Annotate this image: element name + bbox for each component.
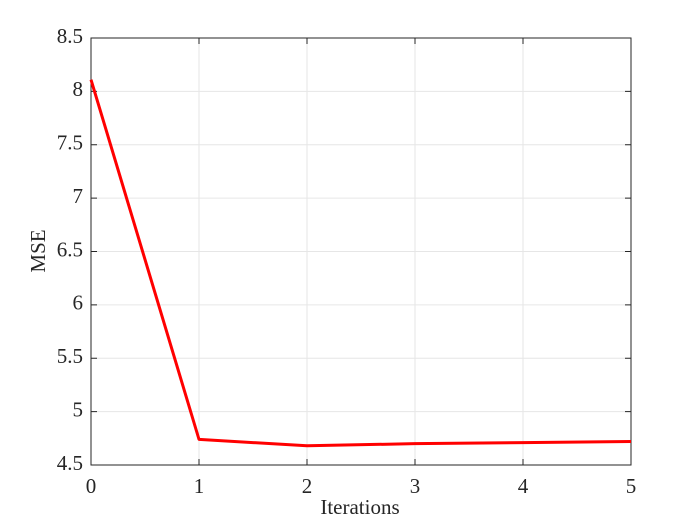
x-axis-label: Iterations: [320, 495, 399, 519]
y-tick-label: 5: [73, 397, 84, 421]
x-tick-label: 2: [302, 474, 313, 498]
y-tick-label: 6: [73, 291, 84, 315]
y-tick-label: 7: [73, 184, 84, 208]
x-tick-label: 1: [194, 474, 205, 498]
y-tick-label: 8.5: [57, 24, 83, 48]
y-axis-label: MSE: [26, 229, 50, 272]
y-tick-label: 8: [73, 77, 84, 101]
x-tick-label: 4: [518, 474, 529, 498]
x-tick-label: 3: [410, 474, 421, 498]
axes-box: [90, 37, 632, 466]
y-tick-label: 5.5: [57, 344, 83, 368]
y-tick-label: 4.5: [57, 451, 83, 475]
data-line: [89, 79, 632, 448]
y-tick-label: 7.5: [57, 131, 83, 155]
x-tick-label: 0: [86, 474, 97, 498]
x-tick-label: 5: [626, 474, 637, 498]
y-tick-label: 6.5: [57, 237, 83, 261]
